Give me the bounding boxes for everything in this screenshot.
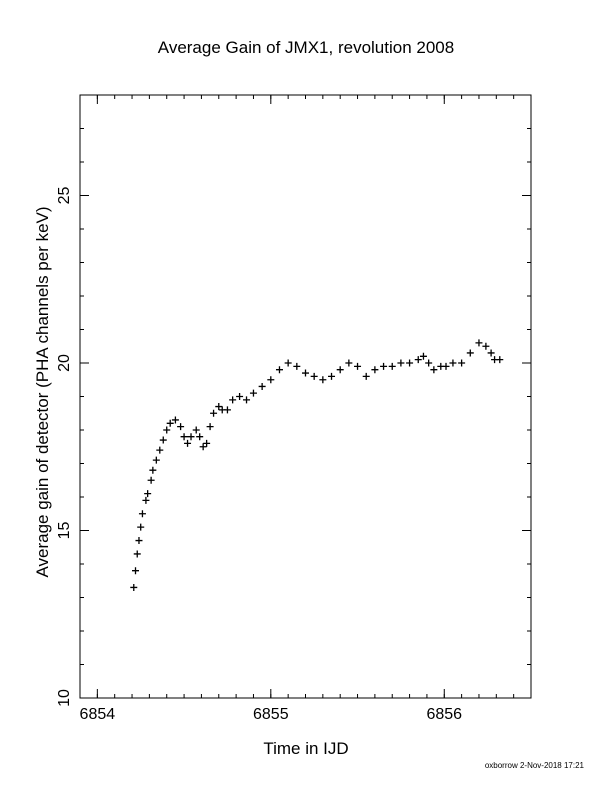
data-point (487, 349, 495, 357)
data-point (380, 362, 388, 370)
data-point (302, 369, 309, 377)
data-point (156, 446, 164, 454)
data-point (196, 433, 204, 441)
x-tick-label: 6854 (80, 706, 116, 723)
data-point (199, 443, 207, 451)
data-point (130, 583, 138, 591)
data-point (249, 389, 257, 397)
data-point (482, 342, 490, 350)
data-point (310, 372, 318, 380)
data-point (215, 403, 223, 411)
chart-title: Average Gain of JMX1, revolution 2008 (158, 38, 454, 57)
data-point (171, 416, 179, 424)
data-point (142, 496, 150, 504)
data-point (132, 567, 140, 575)
data-point (210, 409, 218, 417)
data-point (163, 426, 171, 434)
data-point (177, 423, 185, 431)
data-point (442, 362, 450, 370)
data-point (414, 356, 422, 364)
data-point (275, 366, 283, 374)
data-point (388, 362, 396, 370)
data-point (144, 490, 152, 498)
data-point (328, 372, 336, 380)
plot-frame (79, 94, 532, 699)
data-point (180, 433, 188, 441)
data-point (149, 466, 157, 474)
data-point (147, 476, 155, 484)
data-point (466, 349, 474, 357)
data-point (159, 436, 167, 444)
data-point (449, 359, 457, 367)
data-point (137, 523, 145, 531)
data-point (243, 396, 251, 404)
major-ticks (80, 95, 531, 699)
data-point (430, 366, 438, 374)
data-point (458, 359, 466, 367)
data-point (419, 352, 427, 360)
data-point (258, 382, 266, 390)
data-point (187, 433, 195, 441)
data-point (206, 423, 214, 431)
data-points (130, 339, 504, 591)
data-point (152, 456, 160, 464)
x-axis-label: Time in IJD (263, 739, 348, 758)
minor-ticks (79, 94, 532, 699)
data-point (397, 359, 405, 367)
footer-credit: oxborrow 2-Nov-2018 17:21 (485, 761, 585, 770)
y-tick-label: 25 (56, 187, 73, 205)
y-tick-label: 15 (56, 522, 73, 540)
data-point (229, 396, 237, 404)
tick-labels: 6854 6855 6856 10 15 20 25 (56, 187, 462, 724)
y-tick-label: 20 (56, 354, 73, 372)
data-point (345, 359, 353, 367)
data-point (236, 393, 244, 400)
data-point (362, 372, 370, 380)
y-axis-label: Average gain of detector (PHA channels p… (33, 206, 52, 577)
data-point (425, 359, 433, 367)
data-point (406, 359, 414, 367)
x-tick-label: 6855 (253, 706, 289, 723)
data-point (203, 439, 211, 447)
data-point (166, 419, 174, 427)
data-point (371, 366, 379, 374)
data-point (133, 550, 141, 558)
data-point (135, 537, 143, 545)
x-tick-label: 6856 (426, 706, 462, 723)
data-point (223, 406, 231, 414)
data-point (184, 439, 192, 447)
data-point (336, 366, 344, 374)
data-point (267, 376, 275, 384)
data-point (319, 376, 327, 384)
data-point (496, 356, 504, 364)
data-point (192, 426, 200, 434)
data-point (284, 359, 292, 367)
data-point (293, 362, 301, 370)
data-point (354, 362, 362, 370)
data-point (138, 510, 146, 518)
data-point (475, 339, 483, 347)
y-tick-label: 10 (56, 689, 73, 707)
